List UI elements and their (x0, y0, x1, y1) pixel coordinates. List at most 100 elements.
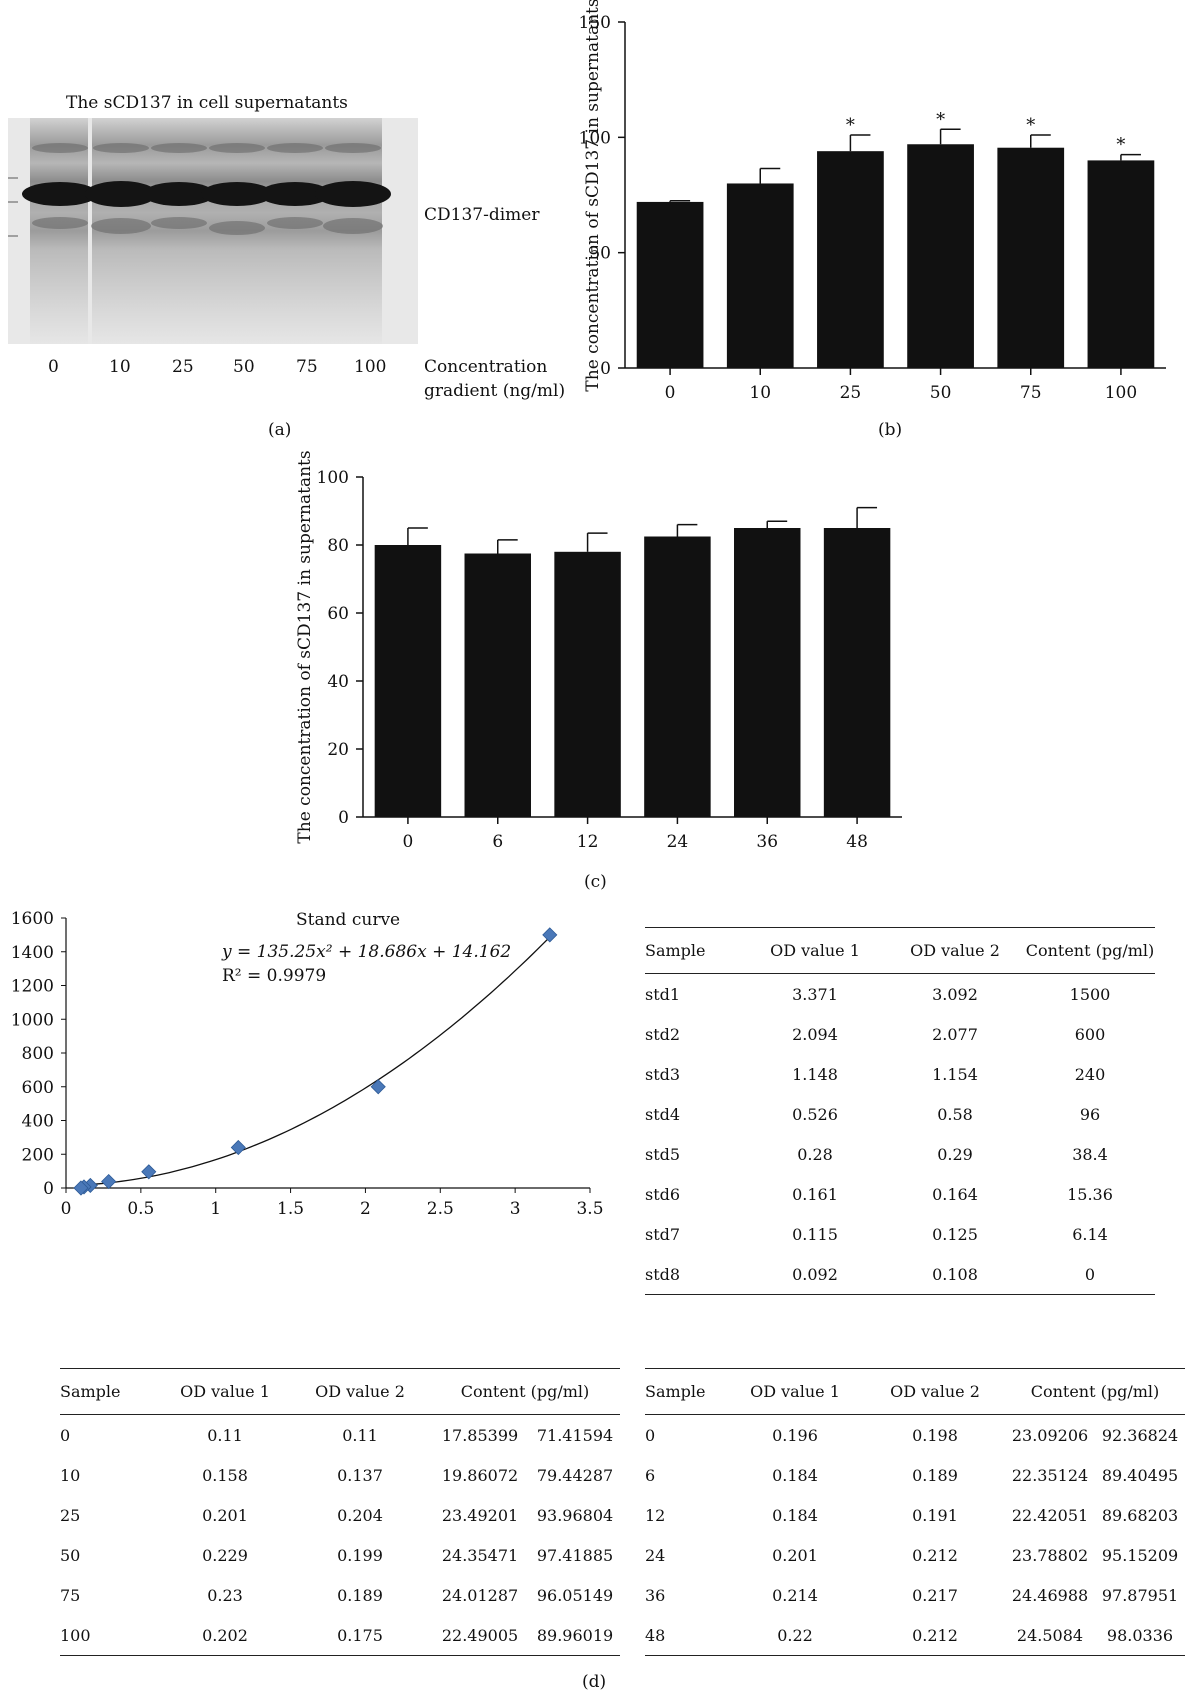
bar (907, 144, 974, 368)
table-cell: 0.196 (772, 1425, 818, 1445)
y-tick-label: 600 (22, 1078, 54, 1098)
table-cell: 0.29 (937, 1144, 973, 1164)
table-row: std3 1.148 1.154 240 (645, 1054, 1155, 1094)
y-tick-label: 400 (22, 1112, 54, 1132)
table-cell: 24.01287 (441, 1585, 519, 1605)
table-row: std5 0.28 0.29 38.4 (645, 1134, 1155, 1174)
table-row: std8 0.092 0.108 0 (645, 1254, 1155, 1295)
table-cell: 0.204 (337, 1505, 383, 1525)
table-cell: 600 (1074, 1024, 1106, 1044)
y-tick-label: 50 (589, 244, 611, 264)
y-tick-label: 40 (327, 672, 349, 692)
significance-marker: * (846, 115, 855, 136)
table-cell: 0.229 (202, 1545, 248, 1565)
table-row: 75 0.23 0.189 24.01287 96.05149 (60, 1575, 620, 1615)
table-cell: 0.158 (202, 1465, 248, 1485)
x-tick-label: 10 (749, 383, 771, 403)
table-cell: 0.201 (772, 1545, 818, 1565)
table-cell: 0.189 (337, 1585, 383, 1605)
bar (726, 183, 794, 368)
x-tick-label: 25 (840, 383, 862, 403)
table-cell: 0.175 (290, 1615, 430, 1656)
y-tick-label: 1000 (11, 1010, 54, 1030)
bar (823, 528, 891, 817)
table-cell: 0.092 (745, 1254, 885, 1295)
table-row: 6 0.184 0.189 22.35124 89.40495 (645, 1455, 1185, 1495)
table-cell: 89.96019 (530, 1615, 620, 1656)
x-tick-label: 0.5 (127, 1199, 154, 1219)
table-cell: 0.191 (912, 1505, 958, 1525)
table-cell: 48 (645, 1615, 725, 1656)
table-header-row: Sample OD value 1 OD value 2 Content (pg/ml… (645, 1368, 1185, 1415)
standard-curve-chart: 0 200 400 600 800 1000 1200 1400 1600 0 0.5 1 1.5 2 2.… (11, 909, 604, 1219)
time-table: Sample OD value 1 OD value 2 Content (pg/ml… (645, 1368, 1185, 1656)
significance-marker: * (1116, 135, 1125, 156)
lane-label: 50 (233, 357, 255, 377)
table-cell: 50 (60, 1545, 81, 1565)
column-header: Sample (645, 1368, 725, 1415)
table-row: 0 0.11 0.11 17.85399 71.41594 (60, 1415, 620, 1456)
x-tick-label: 50 (930, 383, 952, 403)
y-tick-label: 1600 (11, 909, 54, 929)
caption-a: (a) (268, 420, 292, 440)
x-tick-label: 3.5 (576, 1199, 603, 1219)
x-tick-label: 36 (756, 832, 778, 852)
x-tick-label: 1.5 (277, 1199, 304, 1219)
table-row: 48 0.22 0.212 24.5084 98.0336 (645, 1615, 1185, 1656)
x-tick-label: 0 (665, 383, 676, 403)
table-header-row: Sample OD value 1 OD value 2 Content (pg/ml… (60, 1368, 620, 1415)
gradient-label-line2: gradient (ng/ml) (424, 381, 566, 401)
table-cell: std7 (645, 1224, 681, 1244)
table-cell: 0.212 (865, 1615, 1005, 1656)
y-axis-label: The concentration of sCD137 in supernata… (295, 450, 315, 843)
table-cell: 22.35124 (1011, 1465, 1089, 1485)
table-cell: 96 (1079, 1104, 1101, 1124)
column-header: OD value 1 (745, 927, 885, 974)
table-cell: 1.148 (792, 1064, 838, 1084)
lane-label: 10 (109, 357, 131, 377)
table-cell: 98.0336 (1095, 1615, 1185, 1656)
table-cell: 0.198 (912, 1425, 958, 1445)
table-cell: std6 (645, 1184, 681, 1204)
bar (554, 551, 621, 817)
table-cell: 0.58 (937, 1104, 973, 1124)
y-tick-label: 60 (327, 604, 349, 624)
table-row: 10 0.158 0.137 19.86072 79.44287 (60, 1455, 620, 1495)
table-cell: 0.28 (797, 1144, 833, 1164)
table-row: std7 0.115 0.125 6.14 (645, 1214, 1155, 1254)
table-cell: 0.11 (342, 1425, 378, 1445)
table-row: 50 0.229 0.199 24.35471 97.41885 (60, 1535, 620, 1575)
table-cell: std1 (645, 984, 681, 1004)
caption-b: (b) (878, 420, 903, 440)
data-point (101, 1173, 117, 1190)
bar (997, 147, 1065, 368)
table-cell: 97.41885 (536, 1545, 614, 1565)
y-tick-label: 800 (22, 1044, 54, 1064)
table-cell: 15.36 (1067, 1184, 1113, 1204)
table-row: std6 0.161 0.164 15.36 (645, 1174, 1155, 1214)
data-point (370, 1079, 386, 1095)
bar (1087, 160, 1155, 368)
bar (464, 553, 531, 817)
table-cell: 79.44287 (536, 1465, 614, 1485)
table-header-row: Sample OD value 1 OD value 2 Content (pg/ml… (645, 927, 1155, 974)
curve-title: Stand curve (296, 910, 401, 930)
table-cell: 71.41594 (536, 1425, 614, 1445)
table-cell: 100 (60, 1615, 160, 1656)
table-cell: 1.154 (932, 1064, 978, 1084)
lane-label: 0 (48, 357, 59, 377)
table-row: 36 0.214 0.217 24.46988 97.87951 (645, 1575, 1185, 1615)
table-cell: 0.201 (202, 1505, 248, 1525)
gel-lanes (30, 118, 382, 344)
y-tick-label: 200 (22, 1145, 54, 1165)
x-tick-label: 3 (510, 1199, 521, 1219)
y-tick-label: 1400 (11, 943, 54, 963)
bar (734, 528, 801, 817)
table-cell: 19.86072 (441, 1465, 519, 1485)
table-cell: 22.49005 (430, 1615, 530, 1656)
standard-table: Sample OD value 1 OD value 2 Content (pg/ml… (645, 927, 1155, 1295)
table-cell: 24.5084 (1005, 1615, 1095, 1656)
column-header: Content (pg/ml) (430, 1368, 620, 1415)
x-tick-label: 75 (1020, 383, 1042, 403)
